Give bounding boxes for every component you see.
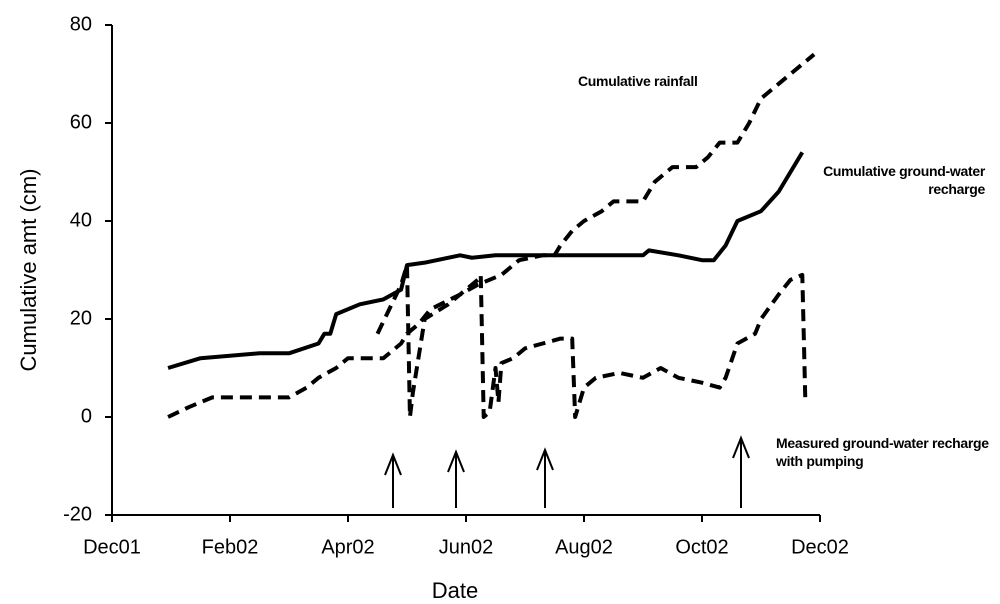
arrow bbox=[384, 452, 402, 508]
y-tick-label: 60 bbox=[70, 111, 92, 133]
arrows bbox=[384, 435, 750, 508]
annotation: Cumulative rainfall bbox=[578, 73, 698, 89]
annotation: Measured ground-water recharge with pump… bbox=[776, 435, 989, 469]
y-tick-label: 40 bbox=[70, 209, 92, 231]
y-tick-label: 20 bbox=[70, 307, 92, 329]
x-tick-label: Feb02 bbox=[202, 536, 259, 558]
arrow bbox=[536, 447, 554, 508]
x-tick-label: Oct02 bbox=[675, 536, 728, 558]
y-axis-label: Cumulative amt (cm) bbox=[16, 169, 41, 372]
series-line bbox=[375, 263, 808, 419]
x-tick-label: Aug02 bbox=[555, 536, 613, 558]
y-tick-label: 80 bbox=[70, 13, 92, 35]
arrow bbox=[447, 449, 465, 508]
x-tick-label: Dec02 bbox=[791, 536, 849, 558]
y-tick-label: -20 bbox=[63, 503, 92, 525]
series-line bbox=[167, 151, 805, 370]
annotation: Cumulative ground-water recharge bbox=[823, 163, 985, 197]
x-tick-label: Apr02 bbox=[321, 536, 374, 558]
x-axis-label: Date bbox=[432, 578, 478, 603]
arrow bbox=[732, 435, 750, 508]
y-tick-label: 0 bbox=[81, 405, 92, 427]
x-tick-label: Jun02 bbox=[439, 536, 494, 558]
x-tick-label: Dec01 bbox=[83, 536, 141, 558]
series-line bbox=[167, 52, 816, 419]
